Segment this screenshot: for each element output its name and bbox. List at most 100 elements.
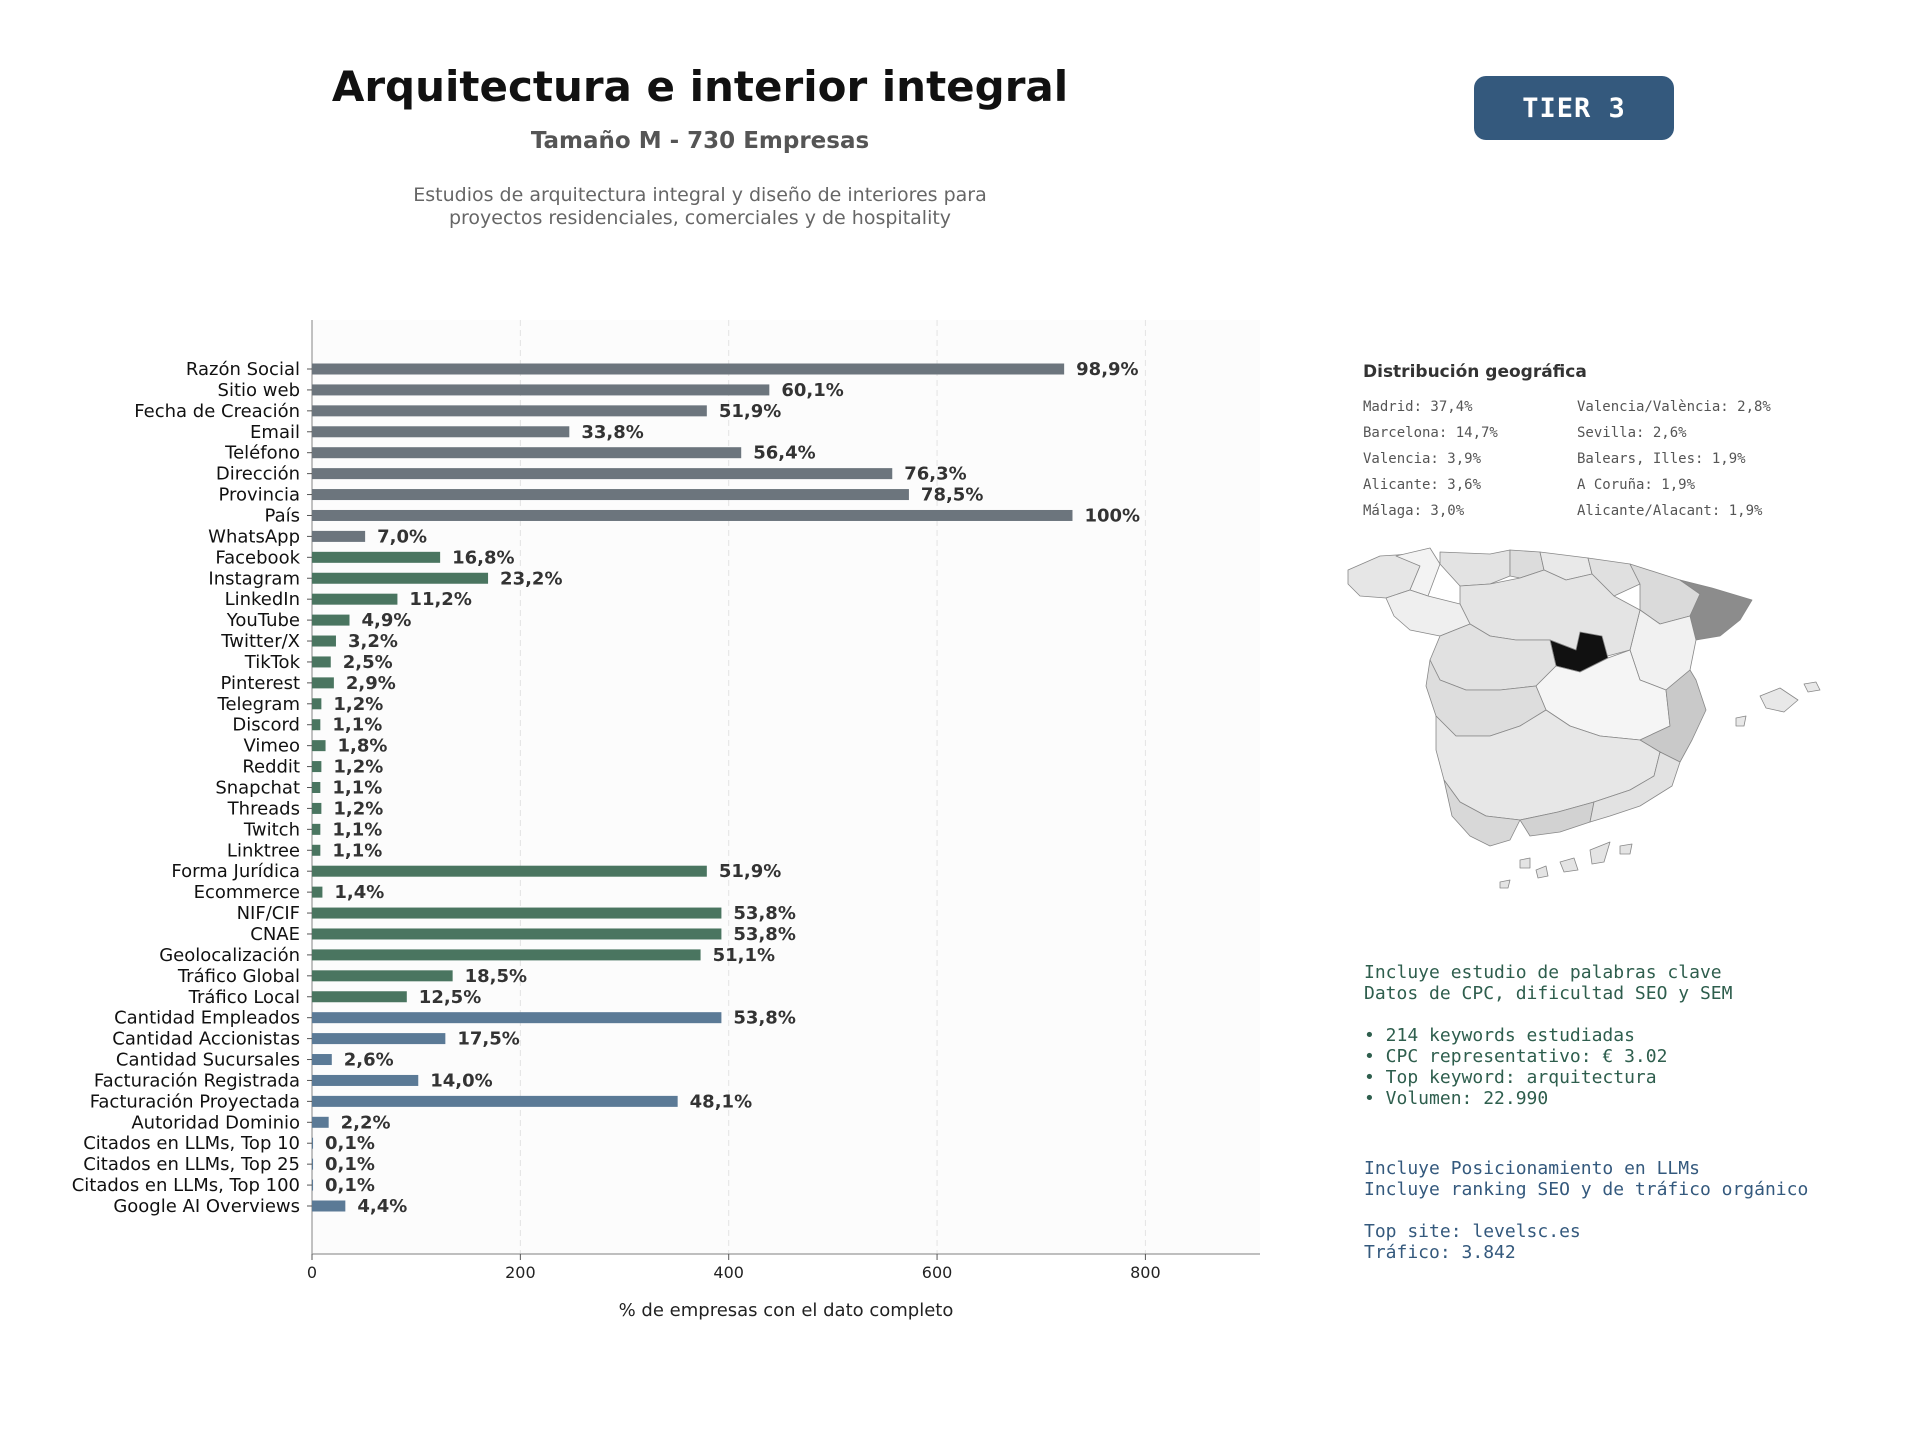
category-label: YouTube — [226, 610, 300, 631]
bar — [312, 740, 326, 752]
category-label: País — [265, 505, 300, 526]
category-label: Sitio web — [218, 380, 300, 401]
bar — [312, 1116, 329, 1128]
bar — [312, 844, 321, 856]
data-label: 1,8% — [338, 736, 388, 757]
data-label: 33,8% — [581, 422, 643, 443]
geo-item: Sevilla: 2,6% — [1577, 425, 1687, 441]
llm-line-1: Incluye Posicionamiento en LLMs — [1364, 1158, 1700, 1179]
data-label: 100% — [1084, 505, 1140, 526]
bar — [312, 614, 350, 626]
data-label: 53,8% — [733, 903, 795, 924]
data-label: 1,4% — [334, 882, 384, 903]
category-label: Fecha de Creación — [134, 401, 300, 422]
description-line-1: Estudios de arquitectura integral y dise… — [413, 184, 987, 206]
category-label: Cantidad Sucursales — [116, 1050, 300, 1071]
geo-distribution-list: Madrid: 37,4% Valencia/València: 2,8% Ba… — [1363, 398, 1823, 520]
bar — [312, 1095, 678, 1107]
bar — [312, 1200, 346, 1212]
category-label: NIF/CIF — [237, 903, 300, 924]
x-tick-label: 0 — [307, 1263, 317, 1282]
llm-line-2: Incluye ranking SEO y de tráfico orgánic… — [1364, 1179, 1809, 1200]
bar — [312, 1137, 314, 1149]
geo-item: A Coruña: 1,9% — [1577, 477, 1696, 493]
bar — [312, 970, 453, 982]
geo-item: Málaga: 3,0% — [1363, 503, 1465, 519]
bar — [312, 551, 441, 563]
bar — [312, 865, 707, 877]
data-label: 56,4% — [753, 443, 815, 464]
map-region — [1559, 857, 1579, 873]
bar — [312, 907, 722, 919]
data-label: 2,6% — [344, 1050, 394, 1071]
map-region — [1679, 579, 1753, 641]
category-label: Google AI Overviews — [113, 1196, 300, 1217]
geo-title: Distribución geográfica — [1363, 362, 1587, 382]
bar — [312, 530, 366, 542]
data-label: 4,9% — [362, 610, 412, 631]
data-label: 17,5% — [457, 1029, 519, 1050]
data-label: 1,1% — [332, 778, 382, 799]
bar — [312, 1158, 314, 1170]
data-label: 18,5% — [465, 966, 527, 987]
category-label: Tráfico Global — [177, 966, 300, 987]
category-label: CNAE — [250, 924, 300, 945]
keyword-bullet: • Volumen: 22.990 — [1364, 1088, 1549, 1109]
bar — [312, 928, 722, 940]
bar — [312, 509, 1073, 521]
bar — [312, 761, 322, 773]
category-label: Cantidad Accionistas — [112, 1029, 300, 1050]
data-label: 14,0% — [430, 1070, 492, 1091]
bar — [312, 635, 336, 647]
category-label: Instagram — [208, 568, 300, 589]
data-label: 98,9% — [1076, 359, 1138, 380]
category-label: TikTok — [244, 652, 301, 673]
data-label: 1,2% — [333, 798, 383, 819]
bar — [312, 656, 331, 668]
category-label: Ecommerce — [194, 882, 300, 903]
category-label: Tráfico Local — [188, 987, 300, 1008]
category-label: Vimeo — [243, 736, 300, 757]
bar — [312, 782, 321, 793]
bar — [312, 991, 407, 1003]
bar — [312, 1033, 446, 1045]
category-label: Linktree — [227, 840, 300, 861]
data-label: 0,1% — [325, 1154, 375, 1175]
top-site: Top site: levelsc.es — [1364, 1221, 1581, 1242]
data-label: 12,5% — [419, 987, 481, 1008]
description-line-2: proyectos residenciales, comerciales y d… — [448, 207, 952, 229]
data-label: 78,5% — [921, 485, 983, 506]
bar — [312, 384, 770, 396]
data-label: 1,2% — [333, 757, 383, 778]
geo-item: Alicante: 3,6% — [1363, 477, 1482, 493]
map-region — [1439, 549, 1511, 587]
data-label: 51,9% — [719, 401, 781, 422]
data-label: 2,5% — [343, 652, 393, 673]
bar — [312, 593, 398, 605]
map-region — [1735, 715, 1747, 727]
category-label: Email — [250, 422, 300, 443]
map-region — [1589, 841, 1611, 865]
keyword-line-1: Incluye estudio de palabras clave — [1364, 962, 1722, 983]
bar — [312, 802, 322, 814]
map-region — [1587, 557, 1641, 597]
data-label: 1,1% — [332, 715, 382, 736]
x-tick-label: 200 — [505, 1263, 536, 1282]
category-label: Threads — [227, 798, 300, 819]
x-tick-label: 800 — [1130, 1263, 1161, 1282]
bar — [312, 823, 321, 835]
bar — [312, 698, 322, 710]
category-label: Forma Jurídica — [171, 861, 300, 882]
geo-item: Madrid: 37,4% — [1363, 399, 1473, 415]
top-site-traffic: Tráfico: 3.842 — [1364, 1242, 1516, 1263]
bar — [312, 468, 893, 480]
category-label: Citados en LLMs, Top 25 — [83, 1154, 300, 1175]
bar — [312, 489, 909, 501]
data-label: 4,4% — [357, 1196, 407, 1217]
geo-item: Alicante/Alacant: 1,9% — [1577, 503, 1763, 519]
category-label: Teléfono — [224, 443, 300, 464]
data-label: 1,1% — [332, 819, 382, 840]
keyword-bullet: • Top keyword: arquitectura — [1364, 1067, 1657, 1088]
x-tick-label: 600 — [922, 1263, 953, 1282]
bar — [312, 1074, 419, 1086]
